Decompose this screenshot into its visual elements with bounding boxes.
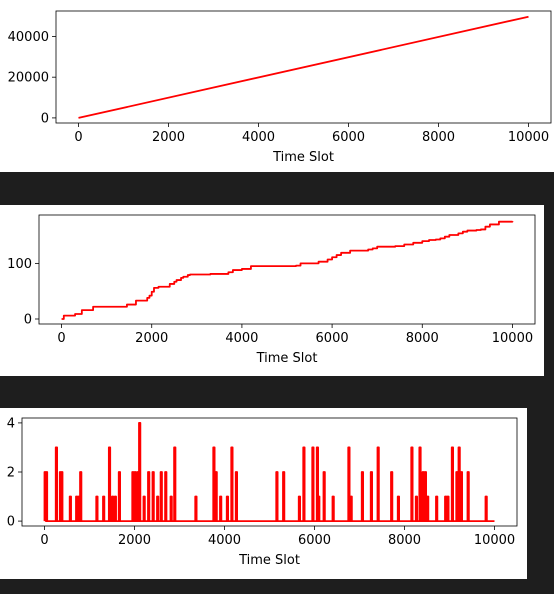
chart-3-ytick-label: 4 [7, 416, 15, 431]
chart-2-ytick-label: 0 [24, 312, 32, 327]
chart-3-xlabel: Time Slot [238, 553, 300, 568]
chart-2-xtick-label: 10000 [492, 331, 533, 346]
chart-2: 0 2000 4000 6000 8000 10000 0 100 Time Slot [7, 214, 536, 366]
chart-2-xtick-label: 0 [57, 331, 65, 346]
chart-panel-2: 0 2000 4000 6000 8000 10000 0 100 Time Slot [0, 205, 544, 376]
chart-2-xtick-label: 2000 [135, 331, 168, 346]
chart-3-ytick-label: 0 [7, 515, 15, 530]
chart-1-xtick-label: 0 [74, 130, 82, 145]
chart-2-series-1-line [61, 220, 514, 320]
chart-2-xlabel: Time Slot [256, 351, 318, 366]
chart-2-xtick-label: 4000 [225, 331, 258, 346]
chart-3-xtick-label: 10000 [474, 533, 515, 548]
chart-2-axes-frame [38, 214, 536, 325]
chart-3: 0 2000 4000 6000 8000 10000 0 2 4 Time Slot [7, 416, 518, 568]
chart-3-xtick-label: 2000 [118, 533, 151, 548]
chart-2-ytick-label: 100 [7, 257, 32, 272]
chart-1-ytick-label: 0 [41, 111, 49, 126]
chart-1-xtick-label: 8000 [422, 130, 455, 145]
chart-2-xtick-label: 8000 [406, 331, 439, 346]
chart-1-xlabel: Time Slot [272, 150, 334, 165]
chart-3-xtick-label: 0 [40, 533, 48, 548]
chart-1-axes-frame [55, 10, 552, 124]
chart-1-xtick-label: 2000 [152, 130, 185, 145]
chart-1-series-1-line [78, 15, 529, 119]
chart-3-ytick-label: 2 [7, 466, 15, 481]
chart-panel-1: 0 2000 4000 6000 8000 10000 0 20000 40000 Time Sl… [0, 0, 554, 172]
chart-3-series-1-line [43, 422, 495, 522]
chart-1-xtick-label: 4000 [242, 130, 275, 145]
chart-2-xtick-label: 6000 [316, 331, 349, 346]
chart-3-xtick-label: 8000 [388, 533, 421, 548]
chart-1-ytick-label: 20000 [8, 71, 49, 86]
chart-3-xtick-label: 4000 [208, 533, 241, 548]
chart-1-xtick-label: 6000 [332, 130, 365, 145]
chart-1-xtick-label: 10000 [508, 130, 549, 145]
chart-panel-3: 0 2000 4000 6000 8000 10000 0 2 4 Time Slot [0, 408, 527, 579]
chart-1-ytick-label: 40000 [8, 30, 49, 45]
chart-3-xtick-label: 6000 [298, 533, 331, 548]
chart-1: 0 2000 4000 6000 8000 10000 0 20000 40000 Time Sl… [8, 10, 552, 165]
